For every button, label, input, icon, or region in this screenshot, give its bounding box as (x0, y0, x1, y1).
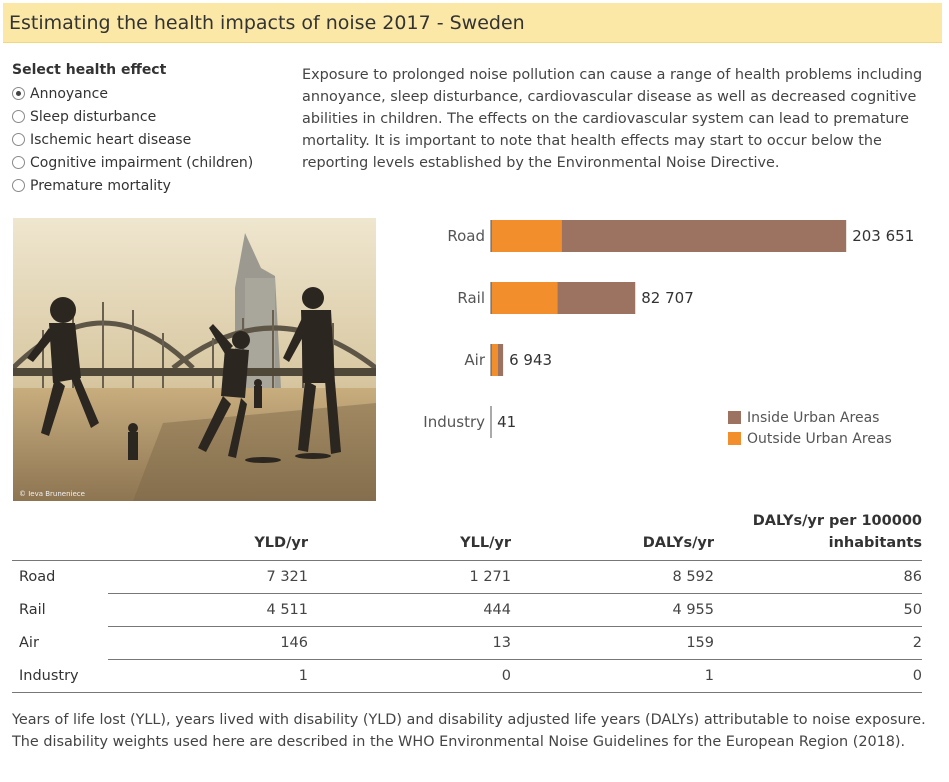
table-header-yld: YLD/yr (254, 535, 308, 551)
table-cell: 4 511 (108, 593, 308, 627)
row-label-air: Air (19, 635, 39, 651)
table-cell: 2 (714, 626, 922, 660)
radio-button-ischemic-heart-disease[interactable] (12, 133, 25, 146)
radio-button-sleep-disturbance[interactable] (12, 110, 25, 123)
selector-heading: Select health effect (12, 62, 167, 78)
table-cell: 86 (714, 560, 922, 594)
title-bar: Estimating the health impacts of noise 2… (3, 3, 942, 43)
table-header-yll: YLL/yr (460, 535, 511, 551)
radio-option-sleep-disturbance[interactable]: Sleep disturbance (12, 105, 292, 128)
legend-item-outside: Outside Urban Areas (728, 428, 892, 449)
health-effect-selector: Select health effect Annoyance Sleep dis… (12, 62, 292, 197)
table-cell: 4 955 (511, 593, 714, 627)
radio-option-annoyance[interactable]: Annoyance (12, 82, 292, 105)
bar-rail-inside-urban-areas[interactable] (557, 282, 636, 314)
table-cell: 146 (108, 626, 308, 660)
radio-button-annoyance[interactable] (12, 87, 25, 100)
category-label-industry: Industry (423, 413, 485, 431)
category-label-rail: Rail (457, 289, 485, 307)
table-header-row: YLD/yr YLL/yr DALYs/yr DALYs/yr per 1000… (12, 510, 922, 561)
table-cell: 1 (511, 659, 714, 693)
row-label-road: Road (12, 560, 108, 594)
legend-item-inside: Inside Urban Areas (728, 407, 892, 428)
description-text: Exposure to prolonged noise pollution ca… (302, 67, 923, 171)
table-row: Road 7 321 1 271 8 592 86 (12, 560, 922, 594)
bar-road-outside-urban-areas[interactable] (491, 220, 562, 252)
chart-legend: Inside Urban Areas Outside Urban Areas (728, 407, 892, 449)
legend-label-inside: Inside Urban Areas (747, 409, 880, 426)
total-label-air: 6 943 (509, 351, 552, 369)
health-impact-table: YLD/yr YLL/yr DALYs/yr DALYs/yr per 1000… (12, 510, 922, 693)
table-header-blank (12, 510, 108, 561)
bar-air-inside-urban-areas[interactable] (497, 344, 504, 376)
table-header-dalys-per-100000: DALYs/yr per 100000 inhabitants (752, 513, 922, 551)
noise-exposure-bar-chart: Road 203 651 Rail 82 707 Air 6 943 Industry 41 (400, 210, 940, 440)
category-label-air: Air (464, 351, 485, 369)
row-label-industry: Industry (12, 659, 108, 693)
page-title: Estimating the health impacts of noise 2… (9, 12, 525, 34)
category-label-road: Road (447, 227, 485, 245)
bar-air-outside-urban-areas[interactable] (491, 344, 498, 376)
radio-label: Sleep disturbance (30, 108, 157, 125)
table-header-dalys: DALYs/yr (642, 535, 714, 551)
table-cell: 1 (108, 659, 308, 693)
table-cell: 0 (308, 659, 511, 693)
radio-label: Cognitive impairment (children) (30, 154, 254, 171)
radio-label: Annoyance (30, 85, 108, 102)
table-row: Industry 1 0 1 0 (12, 659, 922, 693)
legend-label-outside: Outside Urban Areas (747, 430, 892, 447)
table-cell: 1 271 (308, 560, 511, 594)
table-cell: 7 321 (108, 560, 308, 594)
legend-swatch-inside (728, 411, 741, 424)
row-label-rail: Rail (19, 602, 46, 618)
bar-road-inside-urban-areas[interactable] (561, 220, 847, 252)
total-label-road: 203 651 (852, 227, 914, 245)
skateboarders-photo: © Ieva Bruneniece (13, 218, 376, 501)
table-cell: 444 (308, 593, 511, 627)
radio-option-premature-mortality[interactable]: Premature mortality (12, 174, 292, 197)
legend-swatch-outside (728, 432, 741, 445)
table-row: Air 146 13 159 2 (12, 626, 922, 660)
radio-label: Ischemic heart disease (30, 131, 192, 148)
table-cell: 13 (308, 626, 511, 660)
table-row: Rail 4 511 444 4 955 50 (12, 593, 922, 627)
table-cell: 50 (714, 593, 922, 627)
photo-credit: © Ieva Bruneniece (19, 490, 85, 498)
radio-button-cognitive-impairment[interactable] (12, 156, 25, 169)
bar-chart-svg: Road 203 651 Rail 82 707 Air 6 943 Industry 41 (423, 220, 914, 438)
radio-button-premature-mortality[interactable] (12, 179, 25, 192)
radio-option-ischemic-heart-disease[interactable]: Ischemic heart disease (12, 128, 292, 151)
table-cell: 0 (714, 659, 922, 693)
total-label-rail: 82 707 (641, 289, 694, 307)
radio-option-cognitive-impairment[interactable]: Cognitive impairment (children) (12, 151, 292, 174)
table-cell: 159 (511, 626, 714, 660)
bar-rail-outside-urban-areas[interactable] (491, 282, 558, 314)
table-cell: 8 592 (511, 560, 714, 594)
photo-illustration (13, 218, 376, 501)
total-label-industry: 41 (497, 413, 516, 431)
radio-label: Premature mortality (30, 177, 171, 194)
impact-table: YLD/yr YLL/yr DALYs/yr DALYs/yr per 1000… (12, 510, 922, 693)
footnote-text: Years of life lost (YLL), years lived wi… (12, 712, 926, 750)
